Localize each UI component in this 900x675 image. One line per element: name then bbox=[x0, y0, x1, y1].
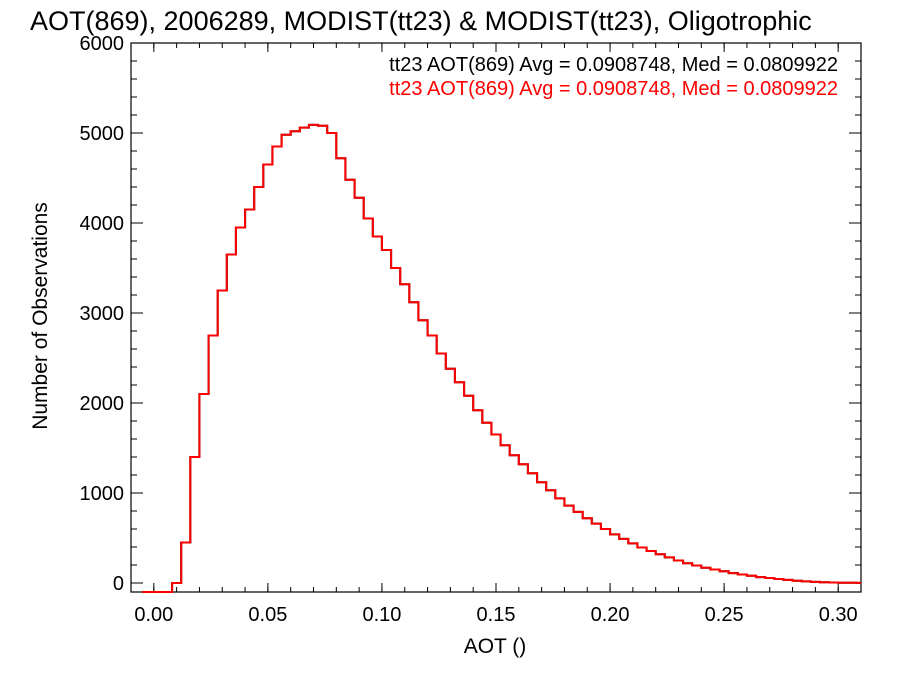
y-tick-label: 6000 bbox=[80, 33, 125, 55]
plot-area-border bbox=[130, 42, 862, 593]
x-axis-ticks: 0.00 0.05 0.10 0.15 0.20 0.25 0.30 bbox=[130, 43, 862, 626]
x-tick-label: 0.00 bbox=[134, 604, 173, 626]
x-axis-label: AOT () bbox=[464, 635, 527, 658]
series-black-line bbox=[142, 123, 861, 593]
x-tick-label: 0.25 bbox=[705, 604, 744, 626]
y-axis-label: Number of Observations bbox=[29, 202, 52, 430]
series-red-line bbox=[142, 123, 861, 593]
x-tick-label: 0.10 bbox=[362, 604, 401, 626]
legend-label-black-series: tt23 AOT(869) Avg = 0.0908748, Med = 0.0… bbox=[389, 54, 838, 76]
x-tick-label: 0.15 bbox=[477, 604, 516, 626]
y-tick-label: 2000 bbox=[80, 393, 125, 415]
y-axis-ticks: 0 1000 2000 3000 4000 5000 6000 bbox=[80, 33, 861, 595]
y-tick-label: 1000 bbox=[80, 483, 125, 505]
y-tick-label: 5000 bbox=[80, 123, 125, 145]
x-tick-label: 0.20 bbox=[591, 604, 630, 626]
legend-label-red-series: tt23 AOT(869) Avg = 0.0908748, Med = 0.0… bbox=[389, 78, 838, 100]
y-tick-label: 0 bbox=[113, 573, 124, 595]
legend: tt23 AOT(869) Avg = 0.0908748, Med = 0.0… bbox=[389, 54, 838, 100]
x-tick-label: 0.05 bbox=[248, 604, 287, 626]
x-tick-label: 0.30 bbox=[819, 604, 858, 626]
y-tick-label: 4000 bbox=[80, 213, 125, 235]
y-tick-label: 3000 bbox=[80, 303, 125, 325]
chart-title: AOT(869), 2006289, MODIST(tt23) & MODIST… bbox=[30, 6, 812, 36]
plot-frame bbox=[130, 42, 862, 593]
series-layer bbox=[142, 123, 861, 593]
